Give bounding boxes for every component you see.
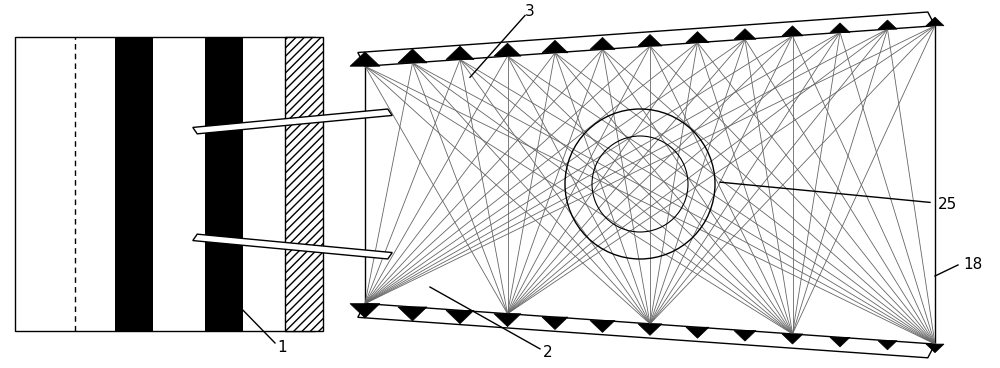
Text: 18: 18 bbox=[963, 257, 982, 272]
Polygon shape bbox=[590, 38, 615, 49]
Polygon shape bbox=[398, 307, 427, 321]
Polygon shape bbox=[398, 49, 427, 63]
Bar bbox=[205, 37, 243, 331]
Polygon shape bbox=[782, 26, 803, 36]
Polygon shape bbox=[193, 109, 392, 134]
Polygon shape bbox=[830, 337, 850, 347]
Polygon shape bbox=[358, 304, 935, 358]
Polygon shape bbox=[686, 32, 709, 43]
Polygon shape bbox=[830, 23, 850, 32]
Polygon shape bbox=[590, 321, 615, 332]
Polygon shape bbox=[542, 40, 568, 53]
Polygon shape bbox=[638, 35, 662, 46]
Polygon shape bbox=[494, 43, 521, 56]
Text: 25: 25 bbox=[938, 197, 957, 212]
Text: 2: 2 bbox=[543, 345, 553, 360]
Bar bbox=[285, 37, 323, 331]
Polygon shape bbox=[686, 327, 709, 338]
Bar bbox=[15, 37, 315, 331]
Polygon shape bbox=[782, 334, 803, 344]
Polygon shape bbox=[193, 234, 392, 259]
Polygon shape bbox=[446, 310, 474, 324]
Polygon shape bbox=[878, 341, 897, 350]
Polygon shape bbox=[878, 20, 897, 29]
Polygon shape bbox=[638, 324, 662, 335]
Polygon shape bbox=[734, 330, 756, 341]
Text: 1: 1 bbox=[277, 340, 287, 355]
Polygon shape bbox=[446, 46, 474, 60]
Bar bbox=[115, 37, 153, 331]
Polygon shape bbox=[350, 304, 380, 318]
Polygon shape bbox=[358, 12, 935, 66]
Polygon shape bbox=[494, 314, 521, 327]
Polygon shape bbox=[734, 29, 756, 39]
Polygon shape bbox=[926, 344, 944, 353]
Text: 3: 3 bbox=[525, 4, 535, 18]
Polygon shape bbox=[350, 52, 380, 66]
Polygon shape bbox=[926, 17, 944, 26]
Polygon shape bbox=[542, 317, 568, 329]
